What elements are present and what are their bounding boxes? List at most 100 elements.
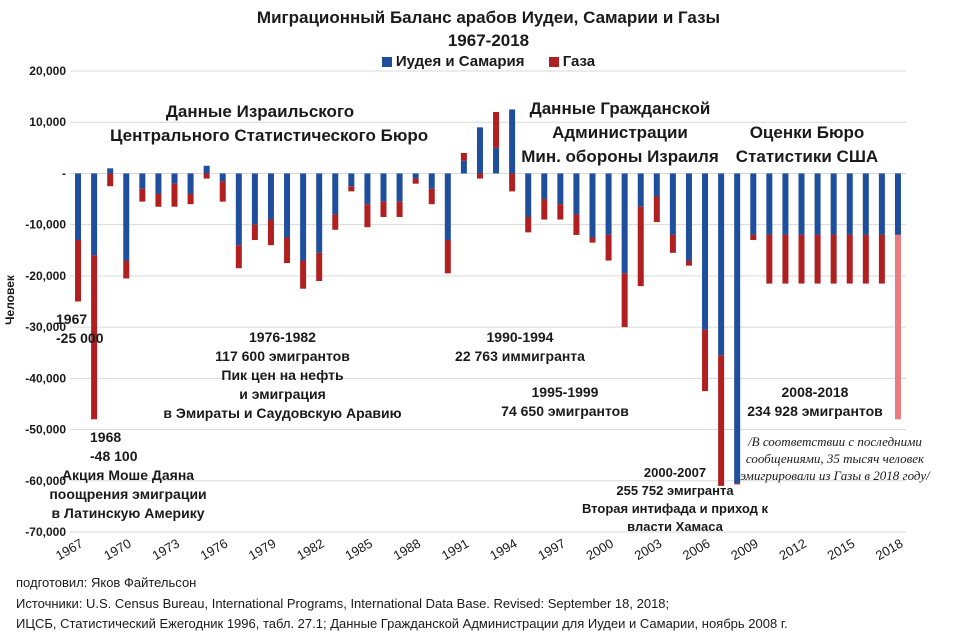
bar-js-1998 xyxy=(573,173,580,215)
y-tick-label: -20,000 xyxy=(25,269,66,283)
bar-js-2006 xyxy=(702,173,709,330)
annotation-census-line2: Статистики США xyxy=(735,147,879,166)
bar-js-2002 xyxy=(637,173,644,207)
y-axis-label: Человек xyxy=(3,274,17,325)
x-tick-label: 1991 xyxy=(439,536,472,563)
chart-title: Миграционный Баланс арабов Иудеи, Самари… xyxy=(256,8,721,27)
x-tick-label: 1988 xyxy=(391,536,424,563)
annotation-1967-line2: -25 000 xyxy=(56,330,104,346)
x-tick-label: 2006 xyxy=(680,536,713,563)
annotation-2000-2007: 2000-2007 255 752 эмигранта Вторая интиф… xyxy=(575,464,775,536)
bar-js-1989 xyxy=(428,173,435,189)
bar-js-2007 xyxy=(718,173,725,356)
bar-gaza-2017 xyxy=(878,234,885,284)
bar-gaza-2006 xyxy=(702,329,709,392)
annotation-2000-line4: власти Хамаса xyxy=(627,519,723,534)
bar-gaza-2015 xyxy=(846,234,853,284)
bar-gaza-1983 xyxy=(332,214,339,230)
bar-js-2000 xyxy=(605,173,612,235)
x-tick-label: 1973 xyxy=(149,536,182,563)
bar-js-1982 xyxy=(316,173,323,253)
bar-gaza-1991 xyxy=(460,152,467,161)
legend-label-js: Иудея и Самария xyxy=(395,53,525,70)
chart-subtitle: 1967-2018 xyxy=(447,31,530,50)
annotation-civil-line3: Мин. обороны Израиля xyxy=(521,147,719,166)
bar-js-2008 xyxy=(734,173,741,484)
bar-js-1997 xyxy=(557,173,564,205)
annotation-1976-line2: 117 600 эмигрантов xyxy=(215,348,350,364)
y-tick-label: 10,000 xyxy=(29,115,66,129)
bar-js-2017 xyxy=(878,173,885,235)
bar-js-1977 xyxy=(235,173,242,246)
annotation-1968-line2: -48 100 xyxy=(90,448,138,464)
footer-sources-2: ИЦСБ, Статистический Ежегодник 1996, таб… xyxy=(16,616,788,631)
bar-gaza-2007 xyxy=(718,355,725,486)
annotation-2008-line2: 234 928 эмигрантов xyxy=(747,403,883,419)
x-tick-label: 1967 xyxy=(53,536,86,563)
annotation-census-line1: Оценки Бюро xyxy=(749,123,865,142)
bar-js-1999 xyxy=(589,173,596,238)
annotation-1990-1994: 1990-1994 22 763 иммигранта xyxy=(440,328,600,366)
bar-gaza-1985 xyxy=(364,204,371,228)
bar-js-1967 xyxy=(75,173,82,241)
y-tick-label: -40,000 xyxy=(25,371,66,385)
bar-js-1994 xyxy=(509,109,516,174)
x-tick-label: 1970 xyxy=(101,536,134,563)
bar-gaza-2003 xyxy=(653,196,660,223)
bar-js-2014 xyxy=(830,173,837,235)
bar-js-2016 xyxy=(862,173,869,235)
x-tick-label: 1985 xyxy=(342,536,375,563)
annotation-1967-line1: 1967 xyxy=(56,311,88,327)
bar-gaza-1968 xyxy=(91,255,98,420)
bar-gaza-1987 xyxy=(396,201,403,217)
bar-gaza-2001 xyxy=(621,273,628,328)
annotation-1995-line2: 74 650 эмигрантов xyxy=(501,403,629,419)
annotation-1995-1999: 1995-1999 74 650 эмигрантов xyxy=(485,383,645,421)
annotation-1976-line3: Пик цен на нефть xyxy=(221,367,344,383)
bar-js-1984 xyxy=(348,173,355,187)
y-tick-label: - xyxy=(62,166,66,180)
bar-js-1995 xyxy=(525,173,532,217)
annotation-1976-line4: и эмиграция xyxy=(239,386,326,402)
bar-js-1979 xyxy=(267,173,274,220)
annotation-1967: 1967 -25 000 xyxy=(56,310,106,348)
bar-gaza-1976 xyxy=(219,181,226,202)
x-tick-label: 2000 xyxy=(584,536,617,563)
bar-gaza-2005 xyxy=(685,260,692,266)
bar-js-1993 xyxy=(493,147,500,174)
x-tick-label: 2018 xyxy=(873,536,906,563)
bar-js-2013 xyxy=(814,173,821,235)
y-tick-label: -50,000 xyxy=(25,423,66,437)
bar-js-1980 xyxy=(284,173,291,238)
annotation-cbs: Данные Израильского xyxy=(160,100,360,124)
annotation-2000-line2: 255 752 эмигранта xyxy=(616,483,734,498)
bar-gaza-2000 xyxy=(605,234,612,261)
bar-gaza-1972 xyxy=(155,193,162,207)
bar-gaza-1970 xyxy=(123,260,130,279)
bar-gaza-1979 xyxy=(267,219,274,246)
bar-js-1972 xyxy=(155,173,162,194)
bar-gaza-1969 xyxy=(107,173,114,187)
bar-js-2003 xyxy=(653,173,660,197)
annotation-1976-line1: 1976-1982 xyxy=(249,329,316,345)
annotation-note-2018: /В соответствии с последними сообщениями… xyxy=(735,433,935,484)
bar-js-1969 xyxy=(107,168,114,174)
y-tick-label: -60,000 xyxy=(25,474,66,488)
bar-js-1973 xyxy=(171,173,178,184)
bar-gaza-2018 xyxy=(894,234,901,420)
annotation-note-line1: /В соответствии с последними xyxy=(748,434,922,449)
bar-gaza-1980 xyxy=(284,237,291,264)
bar-gaza-2012 xyxy=(798,234,805,284)
bar-gaza-1973 xyxy=(171,183,178,207)
bar-js-2005 xyxy=(685,173,692,261)
bar-js-2012 xyxy=(798,173,805,235)
annotation-2008-line1: 2008-2018 xyxy=(781,384,849,400)
bar-js-1978 xyxy=(251,173,258,225)
legend-item-js: Иудея и Самария xyxy=(381,53,525,70)
annotation-1976-line5: в Эмираты и Саудовскую Аравию xyxy=(163,405,402,421)
bar-gaza-1997 xyxy=(557,204,564,220)
annotation-cbs-2: Центрального Статистического Бюро xyxy=(110,124,429,148)
annotation-cbs-line2: Центрального Статистического Бюро xyxy=(110,126,429,145)
